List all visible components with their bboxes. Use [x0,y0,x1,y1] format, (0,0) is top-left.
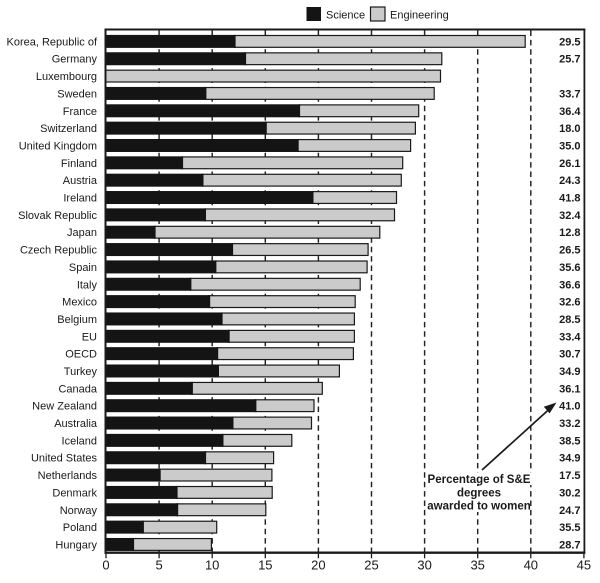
svg-text:Iceland: Iceland [62,435,97,447]
svg-text:Japan: Japan [67,227,97,239]
svg-text:36.6: 36.6 [559,279,580,291]
svg-text:26.5: 26.5 [559,245,580,257]
svg-text:18.0: 18.0 [559,123,580,135]
svg-text:New Zealand: New Zealand [32,401,97,413]
svg-text:Sweden: Sweden [57,88,97,100]
svg-text:Switzerland: Switzerland [40,123,97,135]
svg-text:35.5: 35.5 [559,522,580,534]
svg-text:5: 5 [155,558,162,573]
svg-text:30.7: 30.7 [559,349,580,361]
svg-text:Science: Science [326,10,365,22]
svg-text:24.3: 24.3 [559,175,580,187]
svg-text:Percentage of S&E: Percentage of S&E [428,474,531,486]
svg-text:United States: United States [31,453,98,465]
svg-text:35: 35 [470,558,484,573]
svg-text:38.5: 38.5 [559,435,580,447]
svg-text:25.7: 25.7 [559,54,580,66]
svg-text:20: 20 [311,558,325,573]
svg-text:34.9: 34.9 [559,366,580,378]
svg-text:Australia: Australia [54,418,98,430]
svg-text:12.8: 12.8 [559,227,580,239]
svg-text:35.6: 35.6 [559,262,580,274]
svg-text:36.1: 36.1 [559,383,580,395]
svg-text:0: 0 [102,558,109,573]
svg-text:29.5: 29.5 [559,36,580,48]
svg-text:32.4: 32.4 [559,210,581,222]
svg-text:40: 40 [524,558,538,573]
svg-text:OECD: OECD [65,349,97,361]
svg-text:Engineering: Engineering [390,10,449,22]
svg-text:28.5: 28.5 [559,314,580,326]
svg-text:Germany: Germany [52,54,98,66]
svg-text:28.7: 28.7 [559,540,580,552]
svg-text:Belgium: Belgium [57,314,97,326]
svg-text:Canada: Canada [58,383,97,395]
svg-text:36.4: 36.4 [559,106,581,118]
svg-text:25: 25 [364,558,378,573]
svg-text:Slovak Republic: Slovak Republic [18,210,97,222]
svg-text:30.2: 30.2 [559,487,580,499]
svg-text:Mexico: Mexico [62,297,97,309]
svg-text:degrees: degrees [457,488,501,500]
svg-text:EU: EU [82,331,97,343]
svg-text:Spain: Spain [69,262,97,274]
svg-text:34.9: 34.9 [559,453,580,465]
svg-text:35.0: 35.0 [559,141,580,153]
svg-text:10: 10 [205,558,219,573]
svg-text:Turkey: Turkey [64,366,98,378]
svg-text:awarded to women: awarded to women [427,501,531,513]
svg-text:Luxembourg: Luxembourg [36,71,97,83]
svg-text:15: 15 [258,558,272,573]
svg-text:33.2: 33.2 [559,418,580,430]
svg-text:24.7: 24.7 [559,505,580,517]
svg-text:Finland: Finland [61,158,97,170]
svg-text:17.5: 17.5 [559,470,580,482]
svg-text:32.6: 32.6 [559,297,580,309]
svg-text:26.1: 26.1 [559,158,580,170]
svg-text:Korea, Republic of: Korea, Republic of [7,36,98,48]
svg-text:33.7: 33.7 [559,88,580,100]
svg-text:33.4: 33.4 [559,331,581,343]
svg-text:41.0: 41.0 [559,401,580,413]
svg-text:Norway: Norway [60,505,98,517]
svg-text:Ireland: Ireland [63,193,97,205]
svg-text:45: 45 [577,558,591,573]
svg-text:Hungary: Hungary [55,540,97,552]
svg-text:Denmark: Denmark [52,487,97,499]
svg-text:30: 30 [417,558,431,573]
svg-text:Czech Republic: Czech Republic [20,245,98,257]
svg-text:41.8: 41.8 [559,193,580,205]
svg-text:Italy: Italy [77,279,98,291]
svg-text:United Kingdom: United Kingdom [19,141,97,153]
svg-text:Netherlands: Netherlands [38,470,98,482]
svg-text:France: France [63,106,97,118]
svg-text:Austria: Austria [63,175,98,187]
svg-text:Poland: Poland [63,522,97,534]
